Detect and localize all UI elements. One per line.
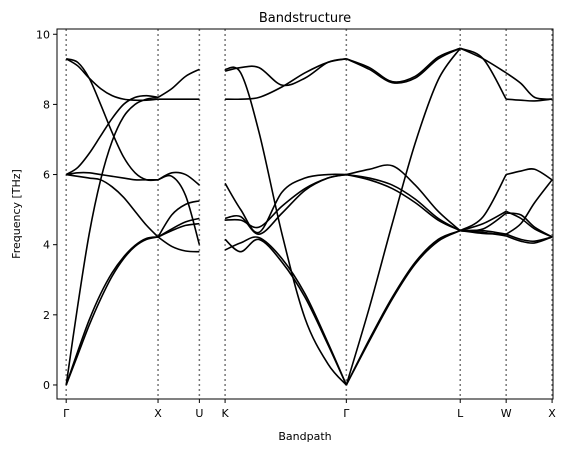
band-2-4 [224, 173, 347, 235]
band-0-0 [65, 236, 159, 386]
band-0-6 [65, 58, 159, 182]
y-tick-label-2: 4 [43, 239, 50, 252]
band-0-4 [66, 173, 159, 238]
band-5-3 [505, 168, 553, 181]
x-tick-label-5: L [457, 407, 464, 420]
x-tick-label-4: Γ [343, 407, 350, 420]
y-tick-label-3: 6 [43, 169, 50, 182]
chart-title: Bandstructure [259, 11, 351, 26]
band-3-4 [346, 173, 461, 232]
band-0-1 [65, 236, 159, 386]
plot-frame [56, 28, 554, 400]
x-tick-label-0: Γ [63, 407, 70, 420]
y-tick-label-1: 2 [43, 309, 50, 322]
band-0-5 [65, 94, 159, 176]
band-3-0 [345, 229, 461, 386]
band-4-6 [459, 47, 507, 74]
x-tick-label-2: U [195, 407, 203, 420]
band-1-2 [157, 236, 200, 253]
band-2-1 [224, 238, 348, 386]
x-axis-label: Bandpath [278, 430, 331, 443]
band-3-1 [345, 229, 461, 386]
band-0-7 [65, 58, 159, 102]
band-1-7 [157, 68, 200, 99]
x-tick-label-7: X [548, 407, 556, 420]
band-4-3 [459, 174, 507, 232]
band-5-6 [505, 72, 553, 100]
band-1-4 [157, 171, 200, 186]
band-lines [65, 47, 553, 386]
band-5-7 [506, 98, 553, 102]
band-3-3 [346, 173, 461, 232]
y-axis-ticks: 0 2 4 6 8 10 [36, 28, 57, 392]
y-tick-label-4: 8 [43, 98, 50, 111]
band-2-2 [224, 66, 347, 386]
band-4-5 [460, 212, 507, 232]
band-3-7 [345, 47, 461, 84]
band-4-7 [459, 47, 507, 100]
band-5-5 [506, 212, 553, 238]
band-5-0 [505, 235, 553, 244]
band-3-6 [346, 47, 461, 83]
band-1-5 [157, 200, 200, 238]
band-5-1 [505, 233, 553, 243]
y-axis-label: Frequency [THz] [10, 169, 23, 259]
band-2-5 [224, 173, 347, 234]
x-tick-label-1: X [154, 407, 162, 420]
x-tick-label-6: W [501, 407, 512, 420]
band-2-7 [224, 58, 347, 87]
y-tick-label-0: 0 [43, 379, 50, 392]
band-5-4 [505, 179, 553, 235]
band-0-3 [66, 171, 159, 181]
y-tick-label-5: 10 [36, 28, 50, 41]
band-3-5 [346, 164, 461, 232]
high-symmetry-lines [65, 29, 553, 399]
x-tick-label-3: K [221, 407, 229, 420]
